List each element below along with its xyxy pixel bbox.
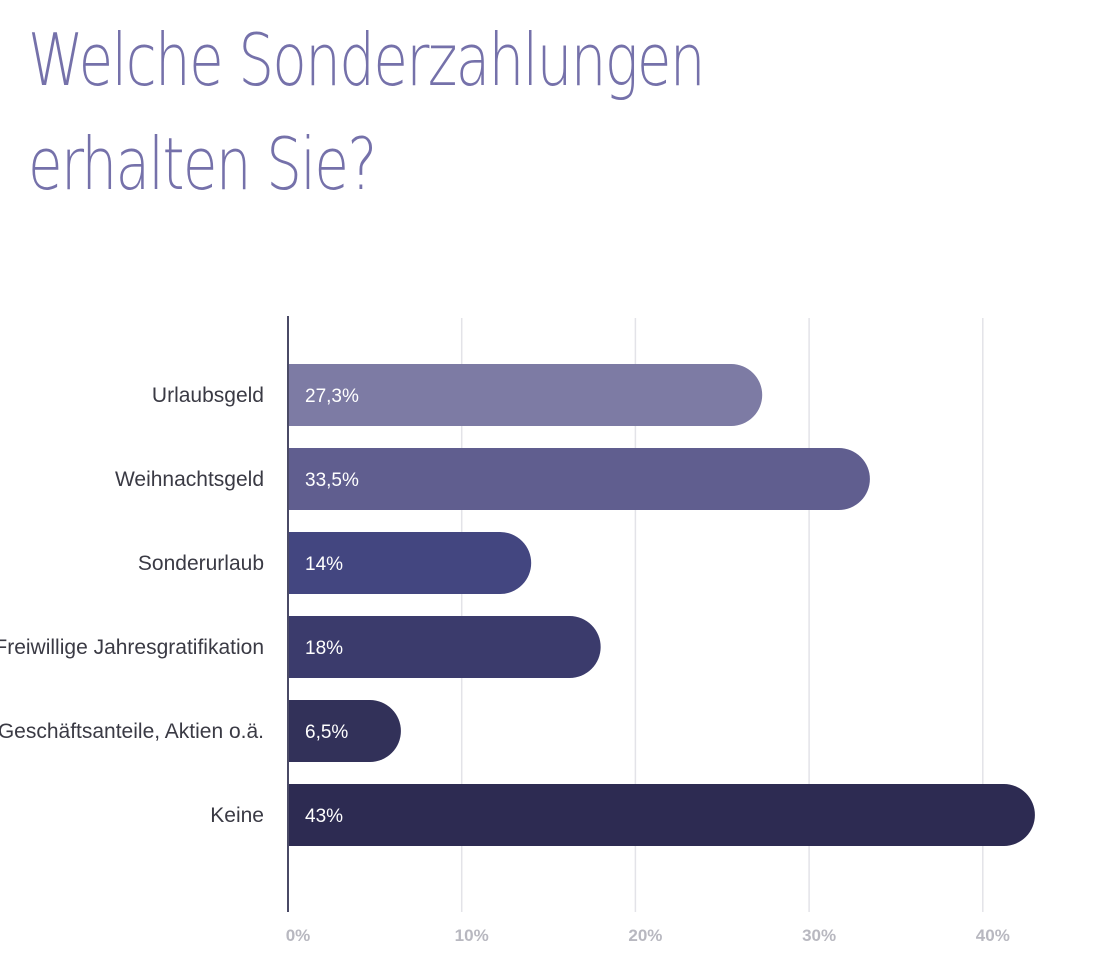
bar-5 — [288, 784, 1035, 846]
category-label-0: Urlaubsgeld — [152, 384, 264, 407]
category-label-4: Geschäftsanteile, Aktien o.ä. — [0, 720, 264, 743]
value-label-2: 14% — [305, 554, 343, 575]
x-tick-label-3: 30% — [802, 926, 836, 945]
x-tick-labels: 0% 10% 20% 30% 40% — [286, 926, 1010, 945]
x-tick-label-2: 20% — [628, 926, 662, 945]
bar-3 — [288, 616, 601, 678]
category-label-5: Keine — [210, 804, 264, 827]
x-tick-label-0: 0% — [286, 926, 311, 945]
chart-title-line-2: erhalten Sie? — [28, 122, 377, 206]
value-label-1: 33,5% — [305, 470, 359, 491]
chart-title-line-1: Welche Sonderzahlungen — [28, 18, 706, 102]
value-label-5: 43% — [305, 806, 343, 827]
x-tick-label-4: 40% — [976, 926, 1010, 945]
category-label-3: Freiwillige Jahresgratifikation — [0, 636, 264, 659]
category-label-1: Weihnachtsgeld — [115, 468, 264, 491]
bar-0 — [288, 364, 763, 426]
bar-4 — [288, 700, 401, 762]
value-label-3: 18% — [305, 638, 343, 659]
bars: 27,3% 33,5% 14% 18% 6,5% 43% — [288, 364, 1035, 846]
category-label-2: Sonderurlaub — [138, 552, 264, 575]
chart-title: Welche Sonderzahlungen erhalten Sie? — [28, 8, 808, 216]
bar-2 — [288, 532, 532, 594]
value-label-0: 27,3% — [305, 386, 359, 407]
value-label-4: 6,5% — [305, 722, 348, 743]
bar-1 — [288, 448, 870, 510]
category-labels: Urlaubsgeld Weihnachtsgeld Sonderurlaub Fre… — [0, 384, 264, 827]
x-tick-label-1: 10% — [455, 926, 489, 945]
